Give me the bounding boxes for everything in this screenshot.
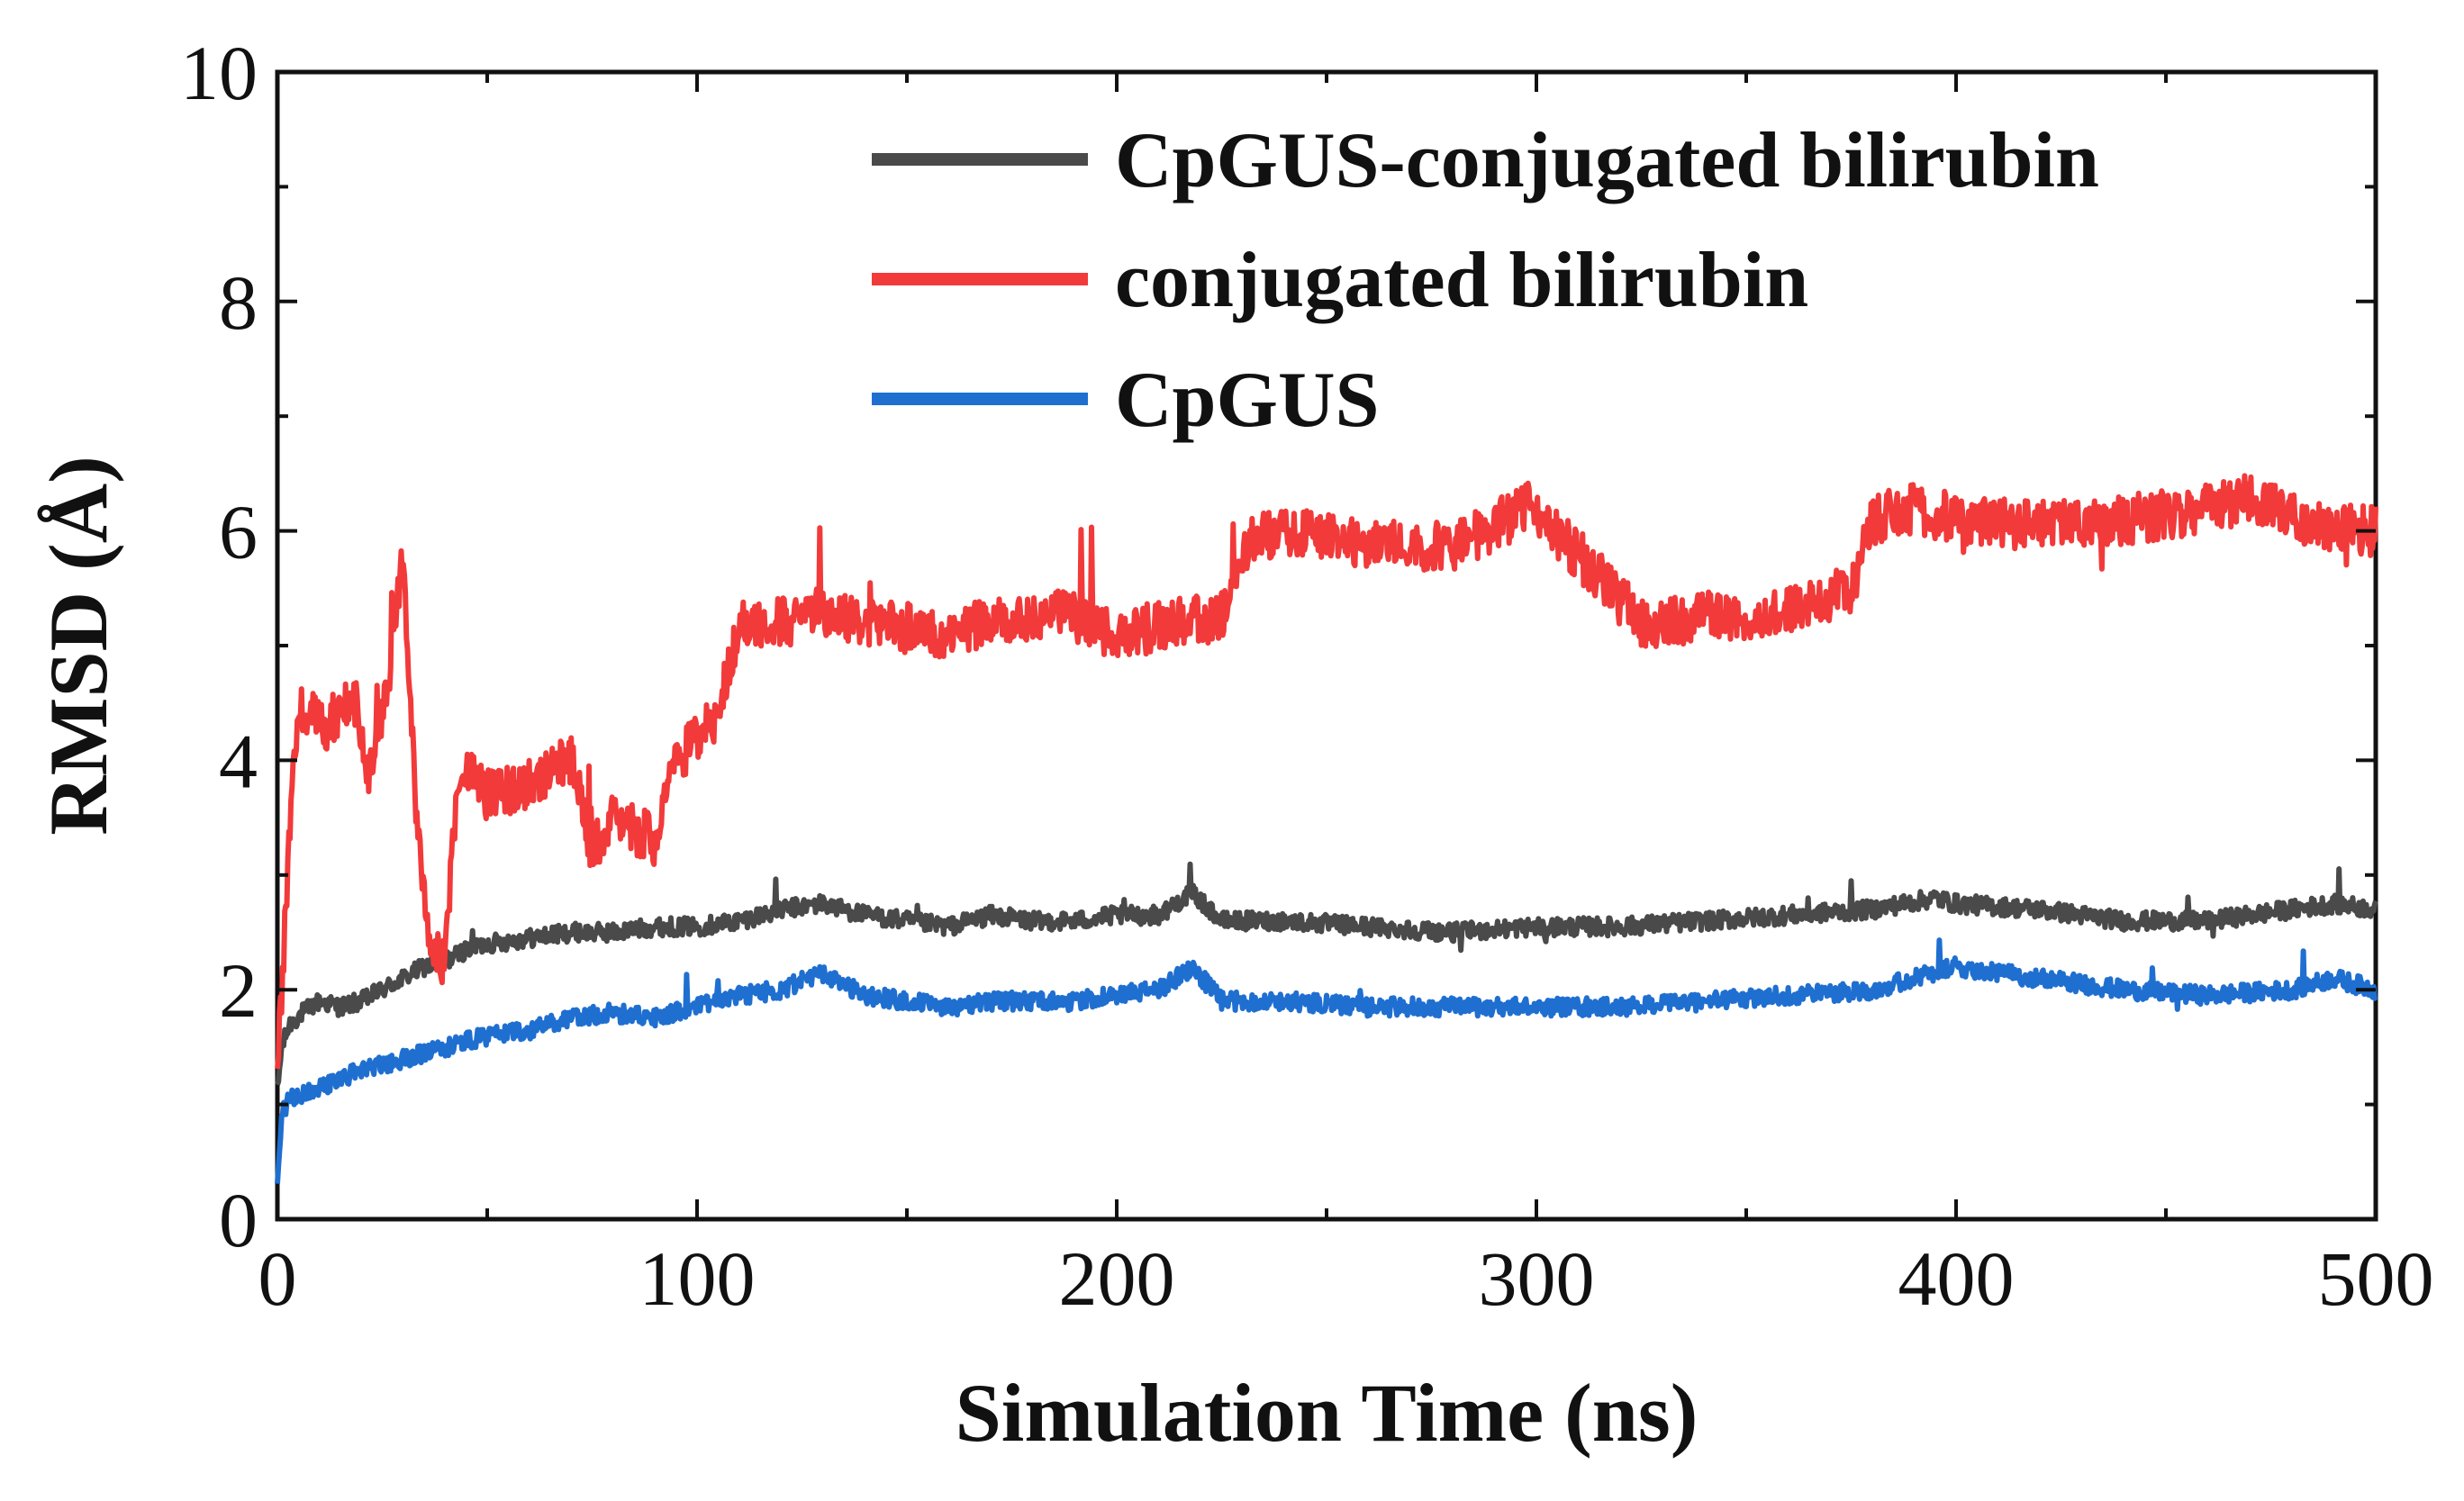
y-tick-label: 6 bbox=[219, 489, 258, 575]
x-tick-label: 200 bbox=[1059, 1235, 1175, 1322]
y-axis-title: RMSD (Å) bbox=[32, 456, 124, 836]
series-line-cpgus-conjugated-bilirubin bbox=[275, 861, 2378, 1086]
tick-layer: 0 100 200 300 400 500 0 2 4 6 8 10 bbox=[180, 30, 2434, 1322]
series-line-cpgus bbox=[275, 937, 2378, 1184]
x-tick-label: 400 bbox=[1898, 1235, 2015, 1322]
legend-label-cpgus-conjugated-bilirubin: CpGUS-conjugated bilirubin bbox=[1115, 117, 2099, 204]
x-tick-label: 300 bbox=[1479, 1235, 1595, 1322]
series-layer bbox=[275, 473, 2378, 1184]
legend-label-cpgus: CpGUS bbox=[1115, 357, 1379, 444]
x-axis-title: Simulation Time (ns) bbox=[956, 1367, 1699, 1459]
y-tick-label: 8 bbox=[219, 259, 258, 346]
x-tick-label: 0 bbox=[258, 1235, 297, 1322]
legend-label-conjugated-bilirubin: conjugated bilirubin bbox=[1115, 237, 1808, 324]
y-tick-label: 10 bbox=[180, 30, 258, 116]
series-line-conjugated-bilirubin bbox=[275, 473, 2378, 1070]
y-tick-label: 0 bbox=[219, 1177, 258, 1263]
y-tick-label: 4 bbox=[219, 718, 258, 804]
x-tick-label: 100 bbox=[639, 1235, 756, 1322]
x-tick-label: 500 bbox=[2318, 1235, 2434, 1322]
y-tick-label: 2 bbox=[219, 947, 258, 1034]
legend: CpGUS-conjugated bilirubin conjugated bi… bbox=[872, 117, 2099, 444]
